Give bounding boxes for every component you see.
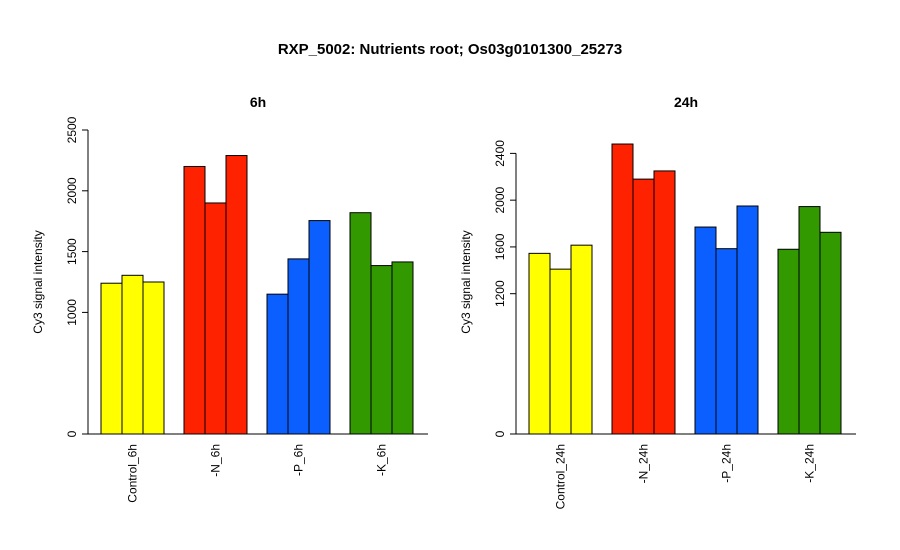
y-tick-label-6h: 0 (65, 430, 79, 437)
y-tick-label-24h: 2400 (493, 140, 507, 167)
bar-p-6h-2 (287, 258, 310, 435)
bar-control-6h-2 (121, 274, 144, 435)
bar-control-6h-3 (142, 281, 165, 435)
bar-k-24h-2 (798, 206, 821, 435)
bar-k-6h-1 (349, 212, 372, 435)
bar-p-24h-3 (736, 205, 759, 435)
bar-control-6h-1 (100, 282, 123, 435)
bar-k-24h-3 (819, 231, 842, 435)
bar-n-24h-2 (632, 178, 655, 435)
bar-n-24h-3 (653, 170, 676, 435)
x-category-label: Control_6h (126, 444, 140, 503)
bar-control-24h-3 (570, 244, 593, 435)
bar-n-24h-1 (611, 143, 634, 435)
x-category-label: -N_24h (637, 444, 651, 483)
bar-control-24h-2 (549, 268, 572, 435)
y-tick-label-24h: 1600 (493, 233, 507, 260)
y-axis-label-24h: Cy3 signal intensity (459, 230, 473, 333)
panel-6h: 6h Cy3 signal intensity 0 1000 1500 2000 2500 C… (31, 94, 428, 503)
x-category-label: -P_24h (720, 444, 734, 483)
bar-p-24h-2 (715, 248, 738, 435)
y-tick-label-6h: 1500 (65, 238, 79, 265)
bar-k-6h-3 (391, 261, 414, 435)
x-category-label: -K_6h (375, 444, 389, 476)
bar-n-6h-3 (225, 155, 248, 435)
y-tick-label-24h: 1200 (493, 280, 507, 307)
x-category-label: -N_6h (209, 444, 223, 477)
panel-24h: 24h Cy3 signal intensity 0 1200 1600 2000 2400… (459, 94, 856, 509)
bar-p-24h-1 (694, 226, 717, 435)
bar-k-6h-2 (370, 265, 393, 435)
panel-title-24h: 24h (674, 94, 698, 110)
y-axis-label-6h: Cy3 signal intensity (31, 230, 45, 333)
bar-k-24h-1 (777, 248, 800, 435)
chart-main-title: RXP_5002: Nutrients root; Os03g0101300_2… (278, 41, 622, 58)
x-category-label: -P_6h (292, 444, 306, 476)
bar-p-6h-3 (308, 220, 331, 435)
y-tick-label-24h: 2000 (493, 186, 507, 213)
bar-n-6h-2 (204, 202, 227, 435)
y-tick-label-6h: 1000 (65, 299, 79, 326)
y-tick-label-6h: 2500 (65, 116, 79, 143)
y-tick-label-6h: 2000 (65, 177, 79, 204)
x-category-label: Control_24h (554, 444, 568, 509)
panel-title-6h: 6h (250, 94, 266, 110)
x-category-label: -K_24h (803, 444, 817, 483)
y-tick-label-24h: 0 (493, 430, 507, 437)
bar-n-6h-1 (183, 165, 206, 435)
bar-p-6h-1 (266, 293, 289, 435)
bar-control-24h-1 (528, 252, 551, 435)
